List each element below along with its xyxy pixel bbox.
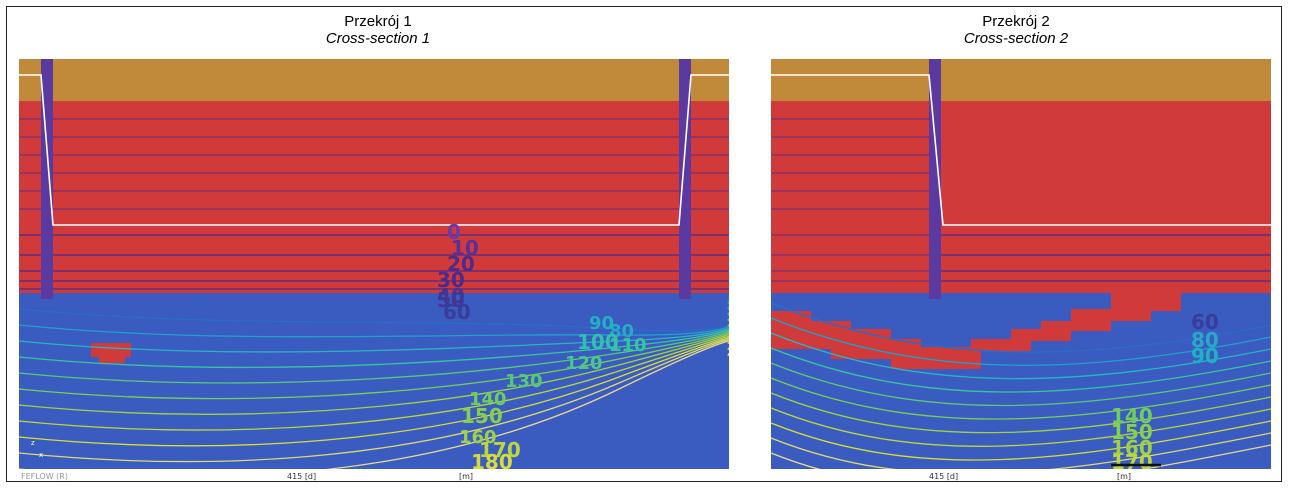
- contour-label: 160: [1111, 436, 1153, 460]
- contour-line: [771, 420, 1271, 461]
- contour-line: [771, 377, 1271, 420]
- contour-line: [19, 337, 729, 447]
- contour-line: [19, 318, 729, 384]
- contour-line: [19, 300, 729, 338]
- unit-label: [m]: [459, 472, 473, 481]
- axis-label-x: x: [39, 451, 43, 459]
- clay-lens-step: [99, 357, 125, 363]
- top-soil-layer: [19, 59, 729, 101]
- contour-label: 90: [589, 313, 614, 334]
- excavation-boundary: [771, 74, 1271, 226]
- contour-line: [771, 332, 1271, 380]
- contour-label: 0: [447, 220, 461, 244]
- contour-label: 20: [447, 252, 475, 276]
- contour-line: [19, 335, 729, 431]
- contour-label: 60: [443, 300, 471, 324]
- time-label: 415 [d]: [929, 472, 958, 481]
- contour-label: 100: [577, 330, 619, 354]
- contour-line: [19, 338, 729, 463]
- excavation-boundary: [19, 74, 729, 226]
- contour-label: 80: [1191, 328, 1219, 352]
- contour-line: [771, 347, 1271, 393]
- contour-line: [771, 302, 1271, 353]
- head-contour-lines: [771, 118, 1271, 481]
- contour-label: 60: [1191, 310, 1219, 334]
- contour-label: 150: [1111, 420, 1153, 444]
- contour-label: 170: [479, 438, 521, 462]
- clay-lens: [91, 343, 131, 357]
- status-bar: [19, 469, 729, 481]
- contour-label: 90: [1191, 344, 1219, 368]
- time-label: 415 [d]: [287, 472, 316, 481]
- head-contour-lines: [19, 118, 729, 478]
- well: [929, 59, 941, 299]
- contour-line: [19, 324, 729, 400]
- contour-label: 50: [437, 288, 465, 312]
- contour-label: 40: [437, 284, 465, 308]
- panel-2-title-en: Cross-section 2: [963, 30, 1069, 47]
- software-label: FEFLOW (R): [21, 472, 68, 481]
- contour-label: 150: [461, 404, 503, 428]
- clay-layer: [771, 101, 1271, 293]
- contour-line: [19, 294, 729, 332]
- panel-2-title-pl: Przekrój 2: [982, 13, 1050, 30]
- contour-line: [771, 407, 1271, 447]
- contour-line: [19, 306, 729, 353]
- contour-label: 120: [565, 353, 603, 374]
- contour-line: [771, 392, 1271, 434]
- top-soil-layer: [771, 59, 1271, 101]
- contour-line: [19, 312, 729, 369]
- clay-layer: [19, 101, 729, 293]
- contour-line: [771, 317, 1271, 366]
- panel-cross-section-2: Przekrój 2 Cross-section 2 60 80 90 140 150 1…: [749, 7, 1283, 481]
- contour-label: 110: [609, 335, 647, 356]
- contour-label: 140: [1111, 404, 1153, 428]
- contour-label: 140: [469, 389, 507, 410]
- panel-cross-section-1: Przekrój 1 Cross-section 1 0 10 20 30 40 50 60…: [7, 7, 749, 481]
- status-bar: [771, 469, 1271, 481]
- contour-line: [771, 362, 1271, 407]
- contour-line: [19, 330, 729, 415]
- contour-label: 10: [451, 236, 479, 260]
- contour-label: 130: [505, 371, 543, 392]
- panel-1-title-pl: Przekrój 1: [344, 13, 412, 30]
- panel-1-title-en: Cross-section 1: [325, 30, 431, 47]
- axis-label-z: z: [31, 439, 35, 447]
- figure-frame: Przekrój 1 Cross-section 1 0 10 20 30 40 50 60…: [6, 6, 1282, 482]
- contour-label: 160: [459, 427, 497, 448]
- unit-label: [m]: [1117, 472, 1131, 481]
- contour-label: 80: [609, 321, 634, 342]
- contour-label: 30: [437, 268, 465, 292]
